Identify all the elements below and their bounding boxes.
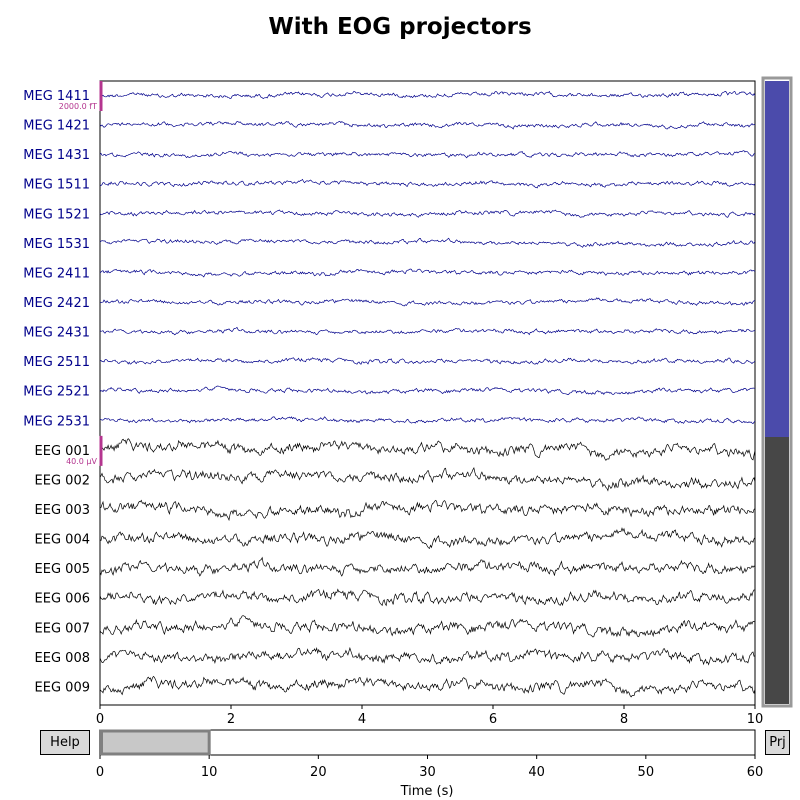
trace-eeg-009: [99, 675, 756, 698]
trace-meg-2421: [99, 297, 756, 307]
time-tick-label: 8: [620, 712, 628, 727]
time-axis: 0 2 4 6 8 10: [96, 705, 763, 727]
channel-label[interactable]: EEG 003: [35, 503, 90, 518]
channel-label[interactable]: EEG 006: [35, 592, 90, 607]
time-tick-label: 0: [96, 712, 104, 727]
scale-bars: 2000.0 fT 40.0 µV: [59, 81, 103, 466]
channel-label[interactable]: MEG 2531: [23, 414, 90, 429]
trace-meg-1511: [99, 178, 756, 189]
time-tick-label: 4: [358, 712, 366, 727]
traces-group: [99, 90, 756, 698]
trace-meg-1521: [99, 209, 756, 218]
channel-label[interactable]: EEG 008: [35, 651, 90, 666]
traces-panel[interactable]: [99, 80, 756, 706]
channel-scrollbar-eeg-segment[interactable]: [765, 437, 789, 704]
channel-label[interactable]: MEG 2431: [23, 326, 90, 341]
trace-meg-1421: [99, 120, 756, 130]
scale-bar-label: 40.0 µV: [66, 457, 97, 466]
channel-label[interactable]: MEG 1521: [23, 207, 90, 222]
overview-tick-label: 40: [528, 765, 545, 780]
trace-eeg-005: [99, 556, 756, 577]
trace-meg-1531: [99, 237, 756, 248]
trace-meg-1431: [99, 150, 756, 159]
channel-label[interactable]: MEG 1531: [23, 237, 90, 252]
trace-meg-2431: [99, 326, 756, 336]
channel-label[interactable]: EEG 002: [35, 473, 90, 488]
overview-tick-label: 10: [201, 765, 218, 780]
channel-label[interactable]: EEG 005: [35, 562, 90, 577]
trace-eeg-001: [99, 438, 756, 461]
channel-label[interactable]: MEG 1411: [23, 89, 90, 104]
overview-axis: 0 10 20 30 40 50 60: [96, 755, 763, 780]
trace-meg-2511: [99, 357, 756, 365]
overview-xlabel: Time (s): [400, 784, 454, 799]
channel-label[interactable]: EEG 007: [35, 621, 90, 636]
channel-label[interactable]: MEG 2411: [23, 266, 90, 281]
time-window-slider[interactable]: [100, 729, 211, 756]
channel-labels: MEG 1411 MEG 1421 MEG 1431 MEG 1511 MEG 1521…: [23, 89, 90, 695]
channel-label[interactable]: EEG 001: [35, 444, 90, 459]
projectors-button[interactable]: Prj: [765, 730, 790, 755]
trace-eeg-002: [99, 466, 756, 492]
overview-tick-label: 60: [747, 765, 764, 780]
trace-meg-2521: [99, 385, 755, 395]
scale-bar-label: 2000.0 fT: [59, 102, 97, 111]
trace-eeg-007: [99, 615, 756, 638]
overview-tick-label: 50: [638, 765, 655, 780]
channel-label[interactable]: EEG 009: [35, 680, 90, 695]
trace-meg-1411: [99, 90, 756, 100]
figure-title: With EOG projectors: [268, 14, 532, 40]
help-button[interactable]: Help: [40, 730, 90, 755]
channel-label[interactable]: MEG 1431: [23, 148, 90, 163]
channel-label[interactable]: MEG 2521: [23, 385, 90, 400]
channel-label[interactable]: MEG 1511: [23, 178, 90, 193]
trace-eeg-003: [99, 499, 756, 522]
trace-eeg-008: [99, 646, 756, 666]
channel-label[interactable]: MEG 2421: [23, 296, 90, 311]
trace-meg-2531: [99, 416, 756, 425]
overview-tick-label: 0: [96, 765, 104, 780]
overview-tick-label: 20: [310, 765, 327, 780]
trace-eeg-006: [99, 588, 756, 607]
overview-tick-label: 30: [419, 765, 436, 780]
trace-meg-2411: [99, 268, 756, 278]
trace-eeg-004: [99, 527, 756, 550]
time-tick-label: 2: [227, 712, 235, 727]
channel-label[interactable]: EEG 004: [35, 533, 90, 548]
time-tick-label: 10: [747, 712, 764, 727]
time-tick-label: 6: [489, 712, 497, 727]
channel-label[interactable]: MEG 2511: [23, 355, 90, 370]
channel-label[interactable]: MEG 1421: [23, 119, 90, 134]
channel-scrollbar-meg-segment[interactable]: [765, 81, 789, 437]
